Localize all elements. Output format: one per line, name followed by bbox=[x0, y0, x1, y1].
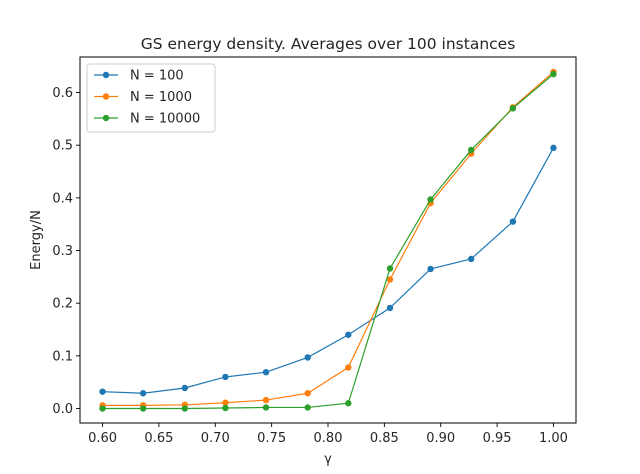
x-tick-label: 0.60 bbox=[88, 431, 117, 446]
data-point bbox=[509, 105, 517, 112]
data-point bbox=[550, 70, 557, 78]
data-point bbox=[222, 373, 229, 381]
data-point bbox=[99, 405, 106, 412]
data-point bbox=[99, 388, 106, 395]
legend-marker bbox=[102, 93, 110, 100]
x-tick-label: 0.95 bbox=[483, 431, 512, 446]
x-tick-label: 1.00 bbox=[539, 431, 568, 446]
legend-box bbox=[86, 63, 216, 133]
data-point bbox=[550, 144, 557, 152]
x-tick-label: 0.75 bbox=[257, 431, 286, 446]
data-point bbox=[345, 364, 352, 371]
y-axis-label: Energy/N bbox=[29, 210, 44, 270]
data-point bbox=[262, 396, 270, 404]
data-point bbox=[386, 265, 394, 272]
data-point bbox=[345, 331, 352, 338]
legend-label: N = 100 bbox=[130, 69, 184, 84]
legend-marker bbox=[102, 71, 110, 79]
data-point bbox=[467, 146, 475, 154]
data-point bbox=[304, 390, 311, 397]
data-point bbox=[427, 196, 434, 203]
data-point bbox=[386, 276, 394, 283]
x-tick-label: 0.85 bbox=[370, 431, 399, 446]
chart-title: GS energy density. Averages over 100 ins… bbox=[141, 35, 516, 53]
y-tick-label: 0.6 bbox=[52, 86, 73, 101]
x-tick-label: 0.70 bbox=[201, 431, 230, 446]
data-point bbox=[222, 399, 229, 406]
data-point bbox=[262, 404, 270, 411]
data-point bbox=[139, 405, 147, 412]
legend-marker bbox=[102, 114, 110, 122]
data-point bbox=[345, 400, 352, 407]
x-axis-label: γ bbox=[324, 452, 332, 467]
data-point bbox=[467, 255, 475, 263]
data-point bbox=[222, 404, 229, 412]
data-point bbox=[181, 405, 189, 412]
series-line bbox=[102, 71, 554, 406]
data-point bbox=[509, 218, 517, 225]
data-point bbox=[181, 384, 189, 392]
data-point bbox=[427, 265, 434, 273]
plot-area: 0.60 0.65 0.70 0.75 0.80 0.85 0.90 0.95 1.00 0.0 0… bbox=[52, 68, 568, 446]
legend-label: N = 1000 bbox=[130, 90, 192, 105]
series-line bbox=[102, 147, 554, 394]
y-tick-label: 0.0 bbox=[52, 402, 73, 417]
y-tick-label: 0.2 bbox=[52, 297, 73, 312]
data-point bbox=[139, 390, 147, 397]
series-line bbox=[102, 73, 554, 410]
y-tick-label: 0.5 bbox=[52, 139, 73, 154]
x-tick-label: 0.90 bbox=[426, 431, 455, 446]
data-point bbox=[262, 368, 270, 376]
x-tick-label: 0.80 bbox=[314, 431, 343, 446]
y-tick-label: 0.4 bbox=[52, 191, 73, 206]
axes-frame bbox=[79, 56, 577, 424]
data-point bbox=[304, 354, 311, 361]
data-point bbox=[386, 304, 394, 312]
data-point bbox=[304, 404, 311, 411]
x-tick-label: 0.65 bbox=[144, 431, 173, 446]
y-tick-label: 0.3 bbox=[52, 244, 73, 259]
legend: N = 100 N = 1000 N = 10000 bbox=[86, 63, 216, 133]
y-tick-label: 0.1 bbox=[52, 349, 73, 364]
legend-label: N = 10000 bbox=[130, 112, 200, 127]
